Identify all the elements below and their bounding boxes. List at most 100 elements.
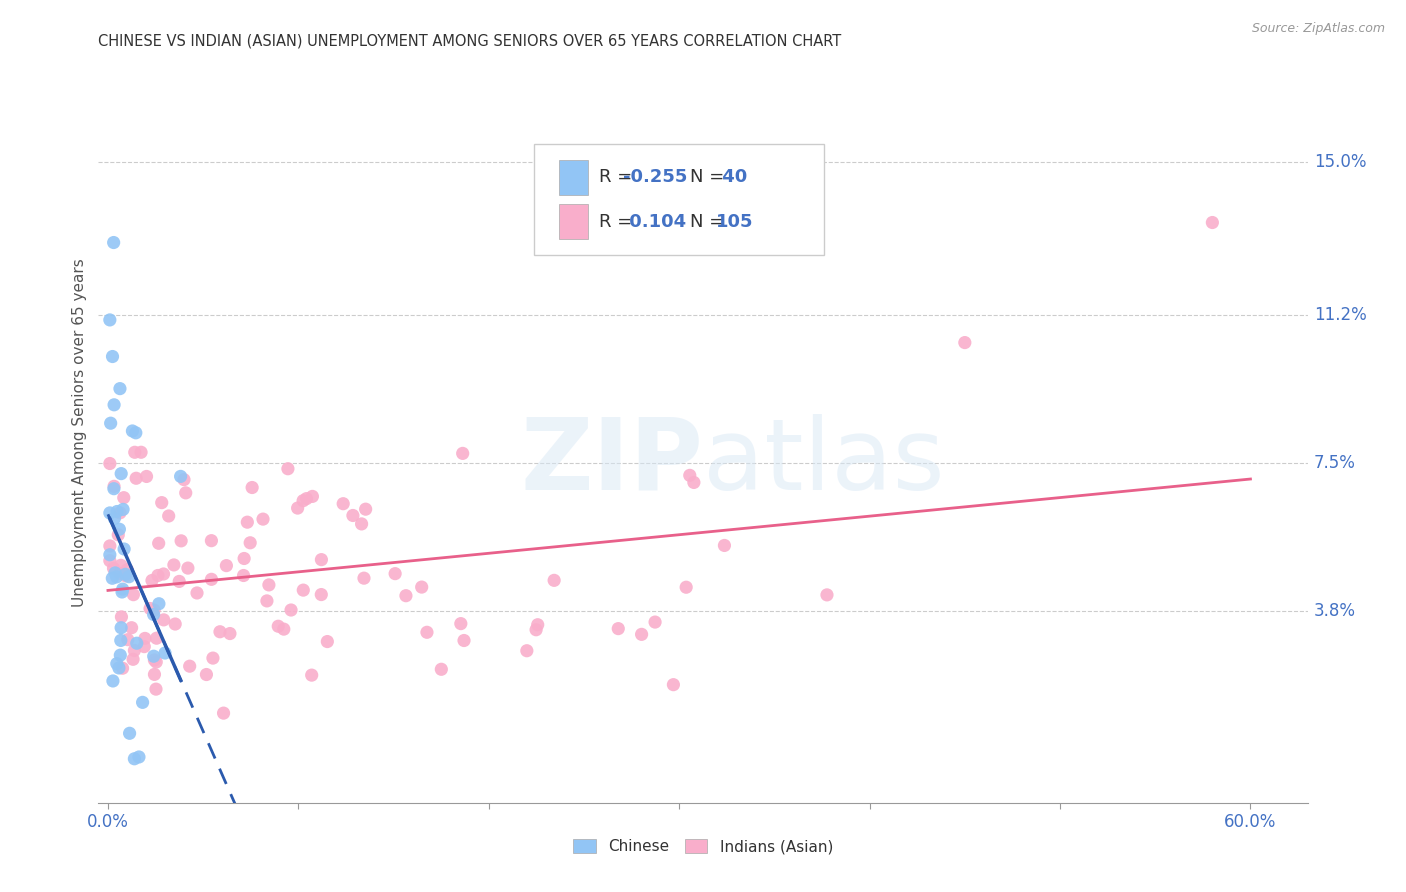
- Point: [103, 482, 125, 496]
- Text: 11.2%: 11.2%: [1313, 306, 1367, 324]
- Point: [416, 625, 439, 640]
- Point: [453, 633, 475, 648]
- Point: [110, 621, 132, 635]
- Point: [679, 468, 702, 483]
- Point: [110, 558, 132, 573]
- Point: [411, 580, 433, 594]
- Point: [128, 750, 150, 764]
- Point: [177, 561, 200, 575]
- Point: [316, 634, 339, 648]
- Point: [103, 511, 125, 525]
- Point: [121, 424, 143, 438]
- Point: [451, 446, 474, 460]
- Point: [134, 632, 156, 646]
- Point: [121, 621, 143, 635]
- Point: [153, 646, 176, 660]
- Point: [607, 622, 630, 636]
- Point: [354, 502, 377, 516]
- FancyBboxPatch shape: [560, 160, 588, 194]
- Point: [117, 632, 139, 647]
- Point: [103, 398, 125, 412]
- Point: [292, 493, 315, 508]
- Point: [108, 382, 131, 396]
- Point: [98, 539, 121, 553]
- Point: [114, 567, 136, 582]
- Point: [384, 566, 406, 581]
- Point: [111, 661, 134, 675]
- Point: [267, 619, 290, 633]
- Point: [169, 469, 191, 483]
- Point: [240, 481, 263, 495]
- Point: [98, 506, 121, 520]
- Point: [208, 624, 231, 639]
- Point: [524, 623, 547, 637]
- Point: [236, 515, 259, 529]
- Point: [108, 522, 131, 536]
- Point: [122, 652, 145, 666]
- Point: [395, 589, 418, 603]
- Text: 40: 40: [716, 169, 748, 186]
- Point: [662, 678, 685, 692]
- Point: [107, 528, 129, 542]
- Text: CHINESE VS INDIAN (ASIAN) UNEMPLOYMENT AMONG SENIORS OVER 65 YEARS CORRELATION C: CHINESE VS INDIAN (ASIAN) UNEMPLOYMENT A…: [98, 34, 842, 49]
- Point: [675, 580, 697, 594]
- Point: [142, 649, 165, 664]
- FancyBboxPatch shape: [560, 204, 588, 239]
- Legend: Chinese, Indians (Asian): Chinese, Indians (Asian): [565, 831, 841, 862]
- Point: [233, 551, 256, 566]
- Point: [173, 473, 195, 487]
- Point: [145, 682, 167, 697]
- Point: [122, 588, 145, 602]
- Text: N =: N =: [690, 212, 724, 231]
- Point: [179, 659, 201, 673]
- Point: [252, 512, 274, 526]
- Point: [152, 566, 174, 581]
- Point: [174, 486, 197, 500]
- Point: [103, 561, 125, 575]
- Point: [104, 566, 127, 580]
- Point: [280, 603, 302, 617]
- Point: [170, 533, 193, 548]
- Y-axis label: Unemployment Among Seniors over 65 years: Unemployment Among Seniors over 65 years: [72, 259, 87, 607]
- Point: [134, 640, 156, 654]
- Point: [118, 570, 141, 584]
- Point: [98, 554, 121, 568]
- Point: [110, 467, 132, 481]
- Point: [117, 563, 139, 577]
- Point: [146, 568, 169, 582]
- Point: [350, 516, 373, 531]
- Point: [342, 508, 364, 523]
- Point: [108, 506, 131, 520]
- Point: [148, 536, 170, 550]
- Point: [125, 471, 148, 485]
- Point: [124, 445, 146, 459]
- Point: [713, 538, 735, 552]
- Text: Source: ZipAtlas.com: Source: ZipAtlas.com: [1251, 22, 1385, 36]
- Point: [145, 655, 167, 669]
- Point: [139, 601, 162, 615]
- Point: [143, 603, 166, 617]
- Point: [143, 667, 166, 681]
- Point: [165, 617, 187, 632]
- Text: R =: R =: [599, 169, 638, 186]
- Point: [143, 653, 166, 667]
- Text: 7.5%: 7.5%: [1313, 454, 1355, 472]
- Point: [332, 497, 354, 511]
- Point: [630, 627, 652, 641]
- Point: [112, 502, 135, 516]
- Point: [219, 626, 242, 640]
- Point: [152, 613, 174, 627]
- Point: [200, 572, 222, 586]
- Point: [157, 508, 180, 523]
- Point: [301, 490, 323, 504]
- Point: [114, 569, 136, 583]
- Point: [195, 667, 218, 681]
- Point: [543, 574, 565, 588]
- Point: [108, 566, 131, 581]
- Point: [101, 571, 124, 585]
- Point: [118, 726, 141, 740]
- Point: [301, 668, 323, 682]
- Point: [526, 617, 548, 632]
- Point: [111, 585, 134, 599]
- Point: [124, 643, 146, 657]
